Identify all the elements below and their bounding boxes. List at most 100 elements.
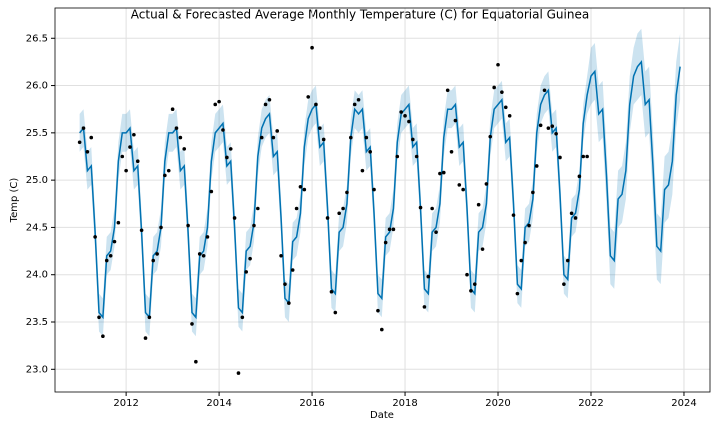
x-tick-label: 2016: [299, 398, 324, 409]
actual-point: [364, 135, 369, 140]
actual-point: [469, 288, 473, 293]
actual-point: [380, 327, 384, 332]
actual-point: [503, 105, 508, 110]
actual-point: [348, 135, 353, 140]
actual-point: [120, 154, 125, 159]
actual-point: [294, 206, 299, 211]
actual-point: [558, 155, 562, 160]
actual-point: [135, 159, 140, 164]
actual-point: [538, 123, 543, 128]
actual-point: [383, 240, 388, 245]
actual-point: [275, 129, 280, 133]
y-tick-label: 26.5: [26, 33, 48, 44]
actual-point: [403, 114, 407, 118]
actual-point: [337, 211, 341, 216]
actual-point: [484, 182, 489, 186]
actual-point: [449, 149, 454, 154]
actual-point: [565, 258, 570, 263]
y-tick-label: 25.5: [26, 128, 48, 139]
actual-point: [221, 128, 225, 132]
actual-point: [186, 223, 190, 228]
actual-point: [519, 258, 524, 263]
actual-point: [511, 213, 516, 217]
actual-point: [306, 95, 311, 99]
actual-point: [290, 268, 295, 272]
actual-point: [418, 205, 423, 210]
x-tick-label: 2024: [671, 398, 696, 409]
actual-point: [256, 206, 260, 211]
actual-point: [298, 184, 303, 189]
actual-point: [77, 140, 82, 145]
actual-point: [527, 223, 531, 228]
actual-point: [434, 230, 438, 234]
actual-point: [197, 252, 202, 256]
y-tick-label: 25.0: [26, 175, 48, 186]
actual-point: [368, 149, 372, 154]
x-axis-label: Date: [370, 410, 394, 421]
actual-point: [387, 227, 392, 232]
actual-point: [569, 211, 574, 216]
forecast-line: [79, 60, 681, 320]
actual-point: [248, 256, 252, 261]
actual-point: [445, 88, 450, 93]
actual-point: [124, 168, 128, 173]
actual-point: [232, 216, 237, 220]
actual-point: [155, 252, 159, 256]
actual-point: [399, 110, 403, 114]
y-tick-label: 24.0: [26, 270, 48, 281]
actual-point: [267, 97, 272, 102]
actual-point: [97, 315, 101, 320]
actual-point: [426, 274, 431, 279]
actual-point: [546, 126, 551, 130]
actual-point: [492, 85, 496, 90]
actual-point: [472, 282, 477, 286]
actual-point: [112, 239, 117, 244]
actual-point: [151, 258, 156, 263]
actual-point: [438, 171, 442, 176]
actual-point: [194, 359, 198, 364]
actual-point: [159, 225, 163, 230]
actual-point: [550, 124, 555, 129]
actual-point: [279, 254, 283, 258]
actual-point: [116, 220, 121, 225]
actual-point: [457, 183, 462, 187]
actual-point: [240, 315, 245, 320]
actual-point: [170, 107, 175, 112]
actual-point: [302, 187, 307, 192]
actual-point: [523, 240, 527, 245]
y-tick-label: 24.5: [26, 222, 48, 233]
actual-point: [228, 147, 233, 151]
actual-point: [352, 102, 357, 107]
actual-point: [182, 147, 187, 151]
actual-point: [507, 114, 512, 118]
actual-point: [465, 272, 469, 277]
actual-point: [104, 258, 109, 263]
actual-point: [178, 135, 183, 140]
actual-point: [554, 131, 558, 136]
actual-point: [213, 102, 218, 107]
actual-point: [139, 228, 144, 233]
actual-point: [283, 282, 287, 286]
actual-point: [209, 189, 214, 194]
actual-point: [201, 254, 206, 258]
actual-point: [321, 137, 326, 142]
actual-point: [93, 235, 97, 239]
x-tick-label: 2022: [578, 398, 603, 409]
actual-point: [174, 126, 179, 130]
actual-point: [132, 132, 136, 137]
actual-point: [461, 187, 465, 192]
actual-point: [287, 301, 291, 305]
actual-point: [143, 336, 148, 340]
x-tick-label: 2014: [206, 398, 231, 409]
actual-point: [476, 202, 481, 207]
actual-point: [356, 97, 361, 102]
y-axis-label: Temp (C): [9, 178, 20, 224]
actual-point: [414, 154, 419, 159]
actual-point: [225, 155, 229, 160]
actual-point: [395, 154, 400, 159]
uncertainty-band: [79, 28, 681, 337]
actual-point: [217, 99, 221, 104]
actual-point: [542, 88, 547, 93]
actual-point: [271, 135, 276, 140]
